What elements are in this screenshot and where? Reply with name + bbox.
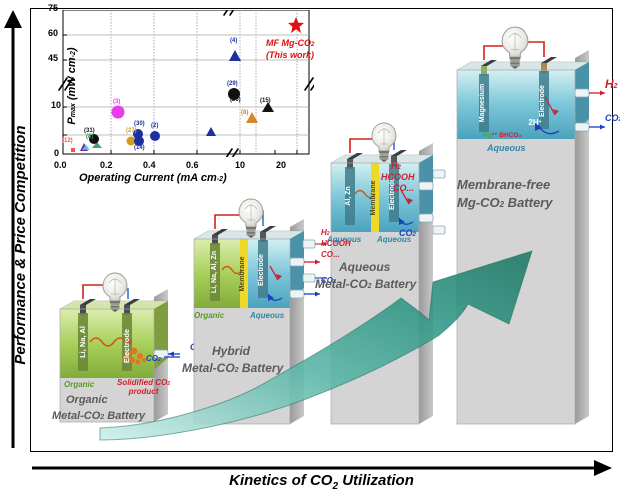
svg-text:Li, Na, Al, Zn: Li, Na, Al, Zn (211, 251, 218, 293)
svg-text:Magnesium: Magnesium (479, 84, 486, 123)
svg-text:Electrode: Electrode (122, 329, 131, 363)
svg-text:Al, Zn: Al, Zn (345, 186, 352, 205)
svg-text:Membrane: Membrane (239, 256, 246, 291)
svg-text:Li, Na, Al: Li, Na, Al (78, 326, 87, 358)
svg-text:Electrode: Electrode (258, 254, 265, 286)
svg-text:Mg²⁺ BHCO₃: Mg²⁺ BHCO₃ (483, 132, 522, 139)
svg-text:Electrode: Electrode (539, 85, 546, 117)
svg-text:Membrane: Membrane (370, 180, 377, 215)
